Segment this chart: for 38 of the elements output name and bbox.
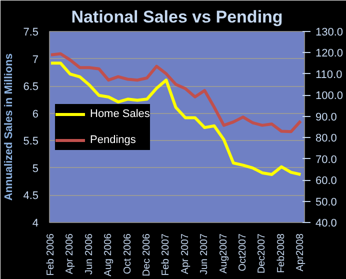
y2-tick-label: 50.0 [316,196,337,208]
y2-tick-label: 100.0 [316,90,344,102]
x-tick-label: Feb 2007 [160,233,172,276]
y-tick-label: 4 [32,218,39,230]
x-tick-label: Feb 2006 [45,233,56,276]
x-tick-label: Dec2007 [256,233,268,274]
x-tick-label: Oct2007 [238,233,249,272]
x-tick-label: Jun 2006 [84,233,95,275]
x-tick-label: Aug 2006 [103,233,114,276]
y2-tick-label: 120.0 [316,48,344,60]
y2-tick-label: 60.0 [316,175,337,188]
legend-label: Home Sales [90,108,150,120]
legend-label: Pendings [90,134,136,146]
x-tick-label: Dec 2006 [141,233,152,276]
x-tick-label: Apr 2007 [180,233,191,274]
x-tick-label: Aug2007 [218,233,230,274]
y-axis-title: Annualized Sales in Millions [3,53,16,201]
y-tick-label: 7.5 [23,26,39,38]
line-series [50,52,302,134]
y2-tick-label: 70.0 [316,154,337,166]
y2-tick-label: 130.0 [316,26,344,38]
y2-tick-label: 110.0 [316,68,342,81]
x-tick-label: Jun 2007 [199,233,210,275]
chart-title: National Sales vs Pending [71,8,283,26]
y2-tick-label: 40.0 [316,218,337,230]
line-series [50,62,302,176]
y-tick-label: 5.5 [23,136,39,148]
y-tick-label: 6 [32,108,39,120]
x-tick-label: Apr 2006 [64,233,76,274]
y-tick-label: 7 [32,54,39,66]
x-tick-label: Feb2008 [276,233,287,273]
y2-tick-label: 80.0 [316,132,337,145]
x-tick-label: Oct 2006 [122,233,134,274]
x-tick-label: Apr2008 [295,233,306,272]
y-tick-label: 4.5 [23,190,39,202]
y2-tick-label: 90.0 [316,111,337,124]
y-tick-label: 5 [32,162,39,175]
y-tick-label: 6.5 [23,81,39,94]
